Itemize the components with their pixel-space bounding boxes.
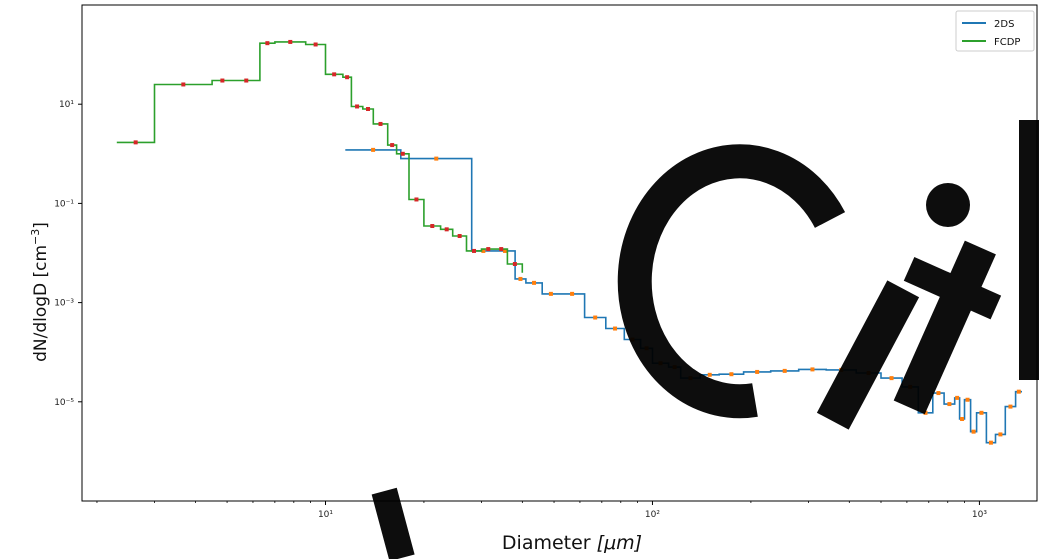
data-point-2ds bbox=[613, 326, 618, 331]
legend: 2DS FCDP bbox=[955, 10, 1035, 52]
data-point-fcdp bbox=[332, 72, 337, 77]
data-point-fcdp bbox=[400, 151, 405, 156]
data-point-fcdp bbox=[345, 75, 350, 80]
data-point-fcdp bbox=[486, 247, 491, 252]
data-point-2ds bbox=[923, 410, 928, 415]
legend-label-2ds: 2DS bbox=[994, 19, 1014, 30]
x-tick-label: 10¹ bbox=[318, 510, 333, 520]
data-point-2ds bbox=[503, 248, 508, 253]
data-point-fcdp bbox=[444, 227, 449, 232]
data-point-2ds bbox=[570, 291, 575, 296]
y-tick-label: 10⁻¹ bbox=[54, 199, 74, 209]
x-tick-label: 10³ bbox=[972, 510, 987, 520]
data-point-2ds bbox=[979, 410, 984, 415]
data-point-fcdp bbox=[457, 234, 462, 239]
data-point-fcdp bbox=[430, 224, 435, 229]
data-point-2ds bbox=[810, 367, 815, 372]
series-line-fcdp bbox=[116, 41, 524, 273]
data-point-2ds bbox=[729, 372, 734, 377]
data-point-2ds bbox=[548, 291, 553, 296]
y-tick-label: 10⁻⁵ bbox=[54, 398, 74, 408]
data-point-2ds bbox=[971, 429, 976, 434]
watermark bbox=[371, 120, 1039, 559]
data-point-fcdp bbox=[244, 78, 249, 83]
y-tick-label: 10⁻³ bbox=[54, 299, 74, 309]
data-point-fcdp bbox=[414, 197, 419, 202]
data-point-2ds bbox=[955, 395, 960, 400]
data-point-2ds bbox=[532, 280, 537, 285]
data-point-fcdp bbox=[181, 82, 186, 87]
data-point-2ds bbox=[707, 372, 712, 377]
x-axis: 10¹ 10² 10³ bbox=[96, 501, 987, 520]
data-point-2ds bbox=[481, 248, 486, 253]
y-tick-label: 10¹ bbox=[59, 100, 74, 110]
data-point-fcdp bbox=[288, 39, 293, 44]
data-point-fcdp bbox=[313, 42, 318, 47]
data-point-fcdp bbox=[512, 262, 517, 267]
y-axis: 10⁻⁵ 10⁻³ 10⁻¹ 10¹ bbox=[54, 100, 82, 408]
data-point-fcdp bbox=[390, 143, 395, 148]
data-point-2ds bbox=[889, 376, 894, 381]
data-point-2ds bbox=[1008, 404, 1013, 409]
data-point-fcdp bbox=[355, 104, 360, 109]
data-point-fcdp bbox=[499, 247, 504, 252]
data-point-2ds bbox=[518, 276, 523, 281]
data-point-2ds bbox=[782, 368, 787, 373]
data-point-2ds bbox=[936, 391, 941, 396]
data-point-fcdp bbox=[366, 107, 371, 112]
data-point-2ds bbox=[434, 156, 439, 161]
data-point-fcdp bbox=[378, 121, 383, 126]
data-point-2ds bbox=[1016, 389, 1021, 394]
data-point-2ds bbox=[988, 440, 993, 445]
x-axis-label: Diameter [μm] bbox=[502, 532, 642, 554]
data-point-fcdp bbox=[265, 41, 270, 46]
data-point-2ds bbox=[965, 397, 970, 402]
x-tick-label: 10² bbox=[645, 510, 660, 520]
data-point-2ds bbox=[998, 432, 1003, 437]
y-axis-label: dN/dlogD [cm−3] bbox=[29, 222, 51, 362]
data-point-fcdp bbox=[133, 140, 138, 145]
data-point-2ds bbox=[755, 369, 760, 374]
data-point-2ds bbox=[947, 402, 952, 407]
legend-label-fcdp: FCDP bbox=[994, 37, 1020, 48]
data-point-2ds bbox=[371, 147, 376, 152]
data-point-2ds bbox=[960, 417, 965, 422]
data-point-2ds bbox=[593, 315, 598, 320]
data-point-fcdp bbox=[472, 248, 477, 253]
data-point-fcdp bbox=[220, 78, 225, 83]
